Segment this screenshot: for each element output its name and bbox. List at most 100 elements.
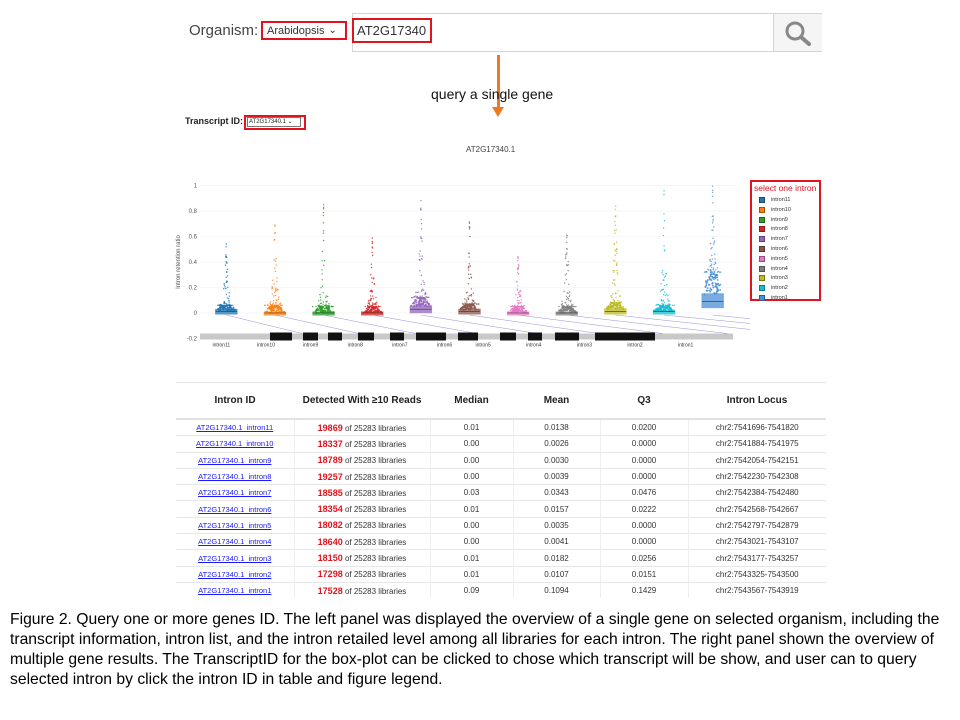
outlier-point (567, 297, 570, 300)
outlier-point (565, 253, 568, 256)
outlier-point (371, 237, 373, 239)
legend-item-intron6[interactable]: intron6 (759, 246, 788, 252)
outlier-point (565, 256, 567, 258)
outlier-point (370, 263, 373, 265)
outlier-point (660, 282, 662, 285)
detected-of: of 25283 libraries (344, 586, 407, 596)
col-locus[interactable]: Intron Locus (688, 382, 826, 420)
dense-point (717, 282, 720, 285)
intron-id-cell: AT2G17340.1_intron9 (176, 451, 294, 469)
intron-id-link[interactable]: AT2G17340.1_intron8 (198, 472, 272, 482)
outlier-point (712, 267, 715, 269)
legend-item-intron9[interactable]: intron9 (759, 216, 788, 223)
col-mean[interactable]: Mean (513, 382, 600, 420)
legend-item-intron5[interactable]: intron5 (759, 255, 788, 262)
dense-point (618, 304, 621, 307)
legend-item-intron11[interactable]: intron11 (759, 197, 790, 203)
intron-id-cell: AT2G17340.1_intron1 (176, 581, 294, 599)
outlier-point (273, 291, 276, 294)
outlier-point (568, 291, 571, 293)
outlier-point (271, 303, 274, 305)
detected-count: 18789 (317, 455, 343, 466)
detected-count: 19257 (317, 471, 343, 482)
dense-point (280, 308, 282, 311)
mean-cell: 0.0039 (512, 467, 600, 485)
outlier-point (418, 258, 421, 261)
col-q3[interactable]: Q3 (600, 382, 688, 420)
dense-point (618, 302, 621, 305)
outlier-point (711, 185, 714, 187)
outlier-point (561, 303, 564, 305)
outlier-point (663, 245, 665, 247)
legend-item-intron1[interactable]: intron1 (759, 295, 788, 301)
col-detected[interactable]: Detected With ≥10 Reads (294, 382, 430, 420)
outlier-point (612, 269, 614, 272)
dense-point (317, 308, 320, 311)
intron-id-link[interactable]: AT2G17340.1_intron3 (198, 553, 272, 563)
intron-id-cell: AT2G17340.1_intron10 (176, 435, 294, 453)
outlier-point (371, 291, 374, 293)
dense-point (413, 300, 416, 303)
intron-id-link[interactable]: AT2G17340.1_intron6 (198, 504, 272, 514)
legend-item-intron2[interactable]: intron2 (759, 285, 788, 292)
outlier-point (372, 295, 374, 297)
outlier-point (466, 291, 468, 294)
transcript-select[interactable]: AT2G17340.1 ⌄ (247, 117, 301, 127)
legend-swatch (759, 265, 765, 272)
legend-item-intron3[interactable]: intron3 (759, 275, 788, 282)
col-median[interactable]: Median (430, 382, 513, 420)
outlier-point (423, 283, 425, 286)
dense-point (606, 306, 608, 309)
median-cell: 0.01 (429, 418, 513, 436)
intron-id-link[interactable]: AT2G17340.1_intron10 (196, 439, 274, 449)
outlier-point (472, 292, 474, 294)
dense-point (269, 308, 271, 310)
legend-item-intron4[interactable]: intron4 (759, 265, 788, 272)
dense-point (275, 309, 278, 312)
outlier-point (711, 271, 714, 273)
gene-intron-label: intron1 (678, 343, 694, 349)
legend-item-intron8[interactable]: intron8 (759, 226, 788, 233)
intron-id-link[interactable]: AT2G17340.1_intron1 (198, 586, 272, 596)
dense-point (226, 307, 229, 310)
outlier-point (420, 283, 423, 286)
q3-cell: 0.0000 (599, 451, 688, 469)
outlier-point (615, 248, 618, 251)
legend-item-intron7[interactable]: intron7 (759, 236, 788, 243)
outlier-point (563, 290, 565, 293)
intron-id-link[interactable]: AT2G17340.1_intron5 (198, 520, 272, 530)
intron-id-cell: AT2G17340.1_intron7 (176, 484, 294, 501)
detected-of: of 25283 libraries (344, 505, 407, 515)
outlier-point (712, 268, 714, 271)
intron-id-link[interactable]: AT2G17340.1_intron9 (198, 455, 272, 465)
outlier-point (715, 262, 717, 265)
outlier-point (615, 250, 617, 253)
outlier-point (663, 303, 665, 305)
outlier-point (564, 274, 567, 276)
outlier-point (370, 266, 373, 269)
intron-id-link[interactable]: AT2G17340.1_intron4 (198, 537, 272, 547)
dense-point (223, 305, 226, 308)
outlier-point (275, 302, 278, 304)
intron-id-link[interactable]: AT2G17340.1_intron11 (196, 423, 274, 433)
detected-count: 18354 (317, 504, 343, 515)
search-button[interactable] (773, 14, 822, 51)
outlier-point (225, 303, 228, 305)
outlier-point (515, 294, 517, 296)
col-intron-id[interactable]: Intron ID (176, 382, 294, 420)
intron-legend[interactable]: select one intron intron11 intron10 intron… (750, 180, 821, 301)
detected-cell: 18585 of 25283 libraries (293, 484, 430, 501)
locus-cell: chr2:7543567-7543919 (687, 581, 826, 599)
dense-point (719, 289, 722, 291)
intron-id-link[interactable]: AT2G17340.1_intron7 (198, 488, 272, 498)
intron-id-link[interactable]: AT2G17340.1_intron2 (198, 569, 272, 579)
outlier-point (667, 303, 670, 305)
dense-point (420, 300, 423, 303)
organism-select[interactable]: Arabidopsis ⌄ (261, 21, 347, 40)
outlier-point (568, 283, 570, 286)
outlier-point (661, 289, 663, 291)
dense-point (415, 303, 418, 306)
gene-search-input[interactable]: AT2G17340 (352, 18, 432, 43)
legend-item-intron10[interactable]: intron10 (759, 206, 791, 213)
outlier-point (325, 305, 328, 307)
